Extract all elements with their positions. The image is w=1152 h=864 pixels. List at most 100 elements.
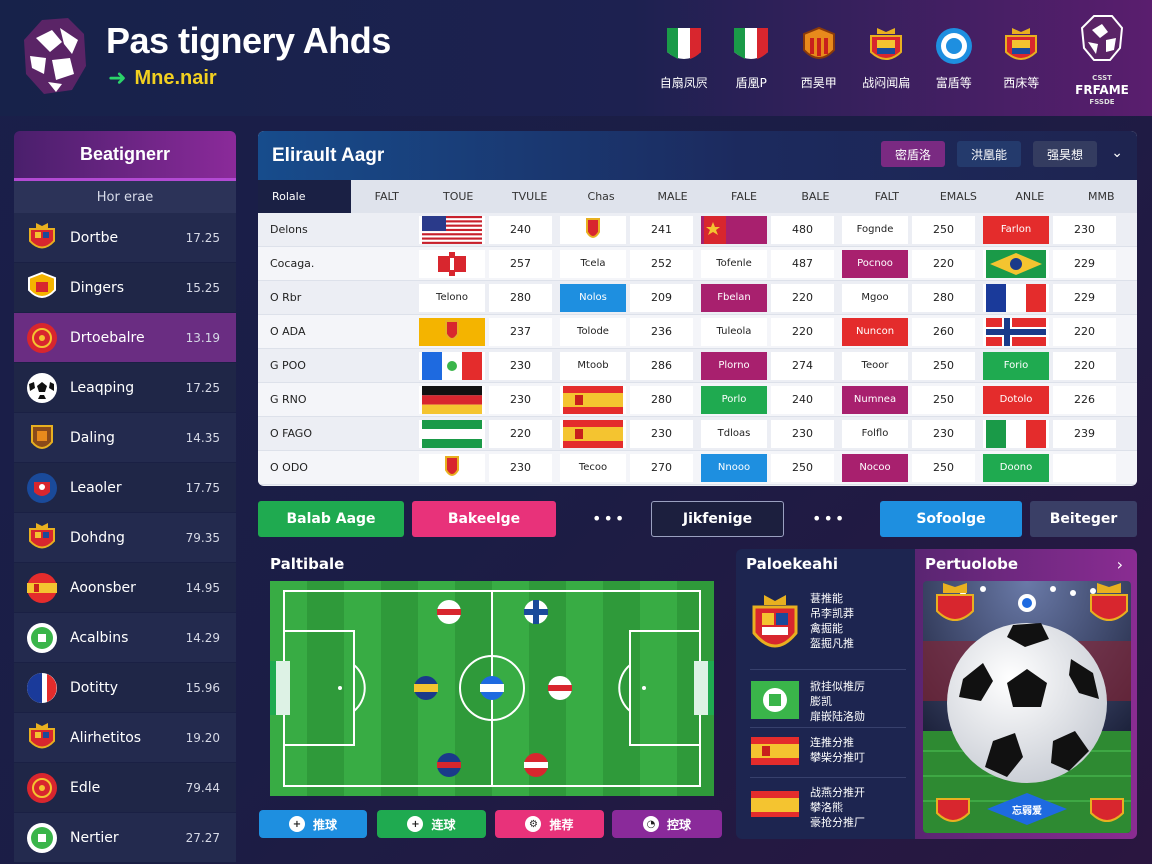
- cell-value[interactable]: 274: [771, 351, 834, 380]
- sidebar-item[interactable]: Acalbins 14.29: [14, 613, 236, 663]
- team-cell[interactable]: Tecoo: [560, 453, 626, 482]
- action-button-green[interactable]: Balab Aage: [258, 501, 404, 537]
- table-row[interactable]: O ADA 237 Tolode 236 Tuleola 220 Nuncon 260 220: [258, 315, 1137, 349]
- header-team[interactable]: 战闷闻扁: [853, 26, 921, 91]
- football-pitch[interactable]: [270, 581, 714, 796]
- panel-tab[interactable]: 洪凰能: [956, 141, 1021, 167]
- cell-value[interactable]: 240: [771, 385, 834, 414]
- cell-value[interactable]: 250: [912, 215, 975, 244]
- quick-button[interactable]: + 连球: [377, 810, 486, 838]
- team-cell[interactable]: Tofenle: [701, 249, 767, 278]
- table-row[interactable]: Delons 240 241 480 Fognde 250 Farlon 230: [258, 213, 1137, 247]
- action-button-blue[interactable]: Sofoolge: [880, 501, 1022, 537]
- cell-value[interactable]: 239: [1053, 419, 1116, 448]
- column-header[interactable]: TVULE: [511, 190, 548, 203]
- cell-value[interactable]: 226: [1053, 385, 1116, 414]
- team-cell[interactable]: Nocoo: [842, 453, 908, 482]
- table-row[interactable]: O Rbr Telono 280 Nolos 209 Fbelan 220 Mgoo 280 22…: [258, 281, 1137, 315]
- team-cell[interactable]: Mtoob: [560, 351, 626, 380]
- table-row[interactable]: O ODO 230 Tecoo 270 Nnooo 250 Nocoo 250 Doono: [258, 451, 1137, 485]
- action-button-pink[interactable]: Bakeelge: [412, 501, 556, 537]
- table-row[interactable]: O FAGO 220 230 Tdloas 230 Folflo 230 239: [258, 417, 1137, 451]
- cell-value[interactable]: 257: [489, 249, 552, 278]
- team-cell[interactable]: Porlo: [701, 385, 767, 414]
- team-cell[interactable]: Forio: [983, 351, 1049, 380]
- cell-value[interactable]: 240: [489, 215, 552, 244]
- cell-value[interactable]: 230: [1053, 215, 1116, 244]
- team-cell[interactable]: Nolos: [560, 283, 626, 312]
- column-header[interactable]: TOUE: [442, 190, 474, 203]
- cell-value[interactable]: 487: [771, 249, 834, 278]
- action-button-grey[interactable]: Beiteger: [1030, 501, 1137, 537]
- team-cell[interactable]: Telono: [419, 283, 485, 312]
- column-header[interactable]: MMB: [1087, 190, 1115, 203]
- header-team[interactable]: 自扇凤屄: [650, 26, 718, 91]
- cell-value[interactable]: 220: [771, 317, 834, 346]
- cell-value[interactable]: 229: [1053, 249, 1116, 278]
- cell-value[interactable]: 252: [630, 249, 693, 278]
- cell-value[interactable]: 230: [489, 351, 552, 380]
- sidebar-item[interactable]: Nertier 27.27: [14, 813, 236, 863]
- cell-value[interactable]: 280: [489, 283, 552, 312]
- sidebar-item[interactable]: Dohdng 79.35: [14, 513, 236, 563]
- league-logo-icon[interactable]: [1080, 14, 1124, 64]
- header-team[interactable]: 西昊甲: [785, 26, 853, 91]
- cell-value[interactable]: 250: [912, 351, 975, 380]
- column-header[interactable]: ANLE: [1015, 190, 1045, 203]
- sidebar-item[interactable]: Dotitty 15.96: [14, 663, 236, 713]
- sidebar-item[interactable]: Aoonsber 14.95: [14, 563, 236, 613]
- team-cell[interactable]: Teoor: [842, 351, 908, 380]
- cell-value[interactable]: 209: [630, 283, 693, 312]
- featured-image[interactable]: 忘弱爱: [923, 581, 1131, 833]
- team-cell[interactable]: Dotolo: [983, 385, 1049, 414]
- table-row[interactable]: G POO 230 Mtoob 286 Plorno 274 Teoor 250 Forio 22…: [258, 349, 1137, 383]
- team-cell[interactable]: Pocnoo: [842, 249, 908, 278]
- team-cell[interactable]: Tolode: [560, 317, 626, 346]
- header-team[interactable]: 西床等: [988, 26, 1056, 91]
- cell-value[interactable]: 230: [630, 419, 693, 448]
- cell-value[interactable]: 286: [630, 351, 693, 380]
- cell-value[interactable]: 280: [912, 283, 975, 312]
- column-header[interactable]: MALE: [657, 190, 688, 203]
- team-cell[interactable]: Nuncon: [842, 317, 908, 346]
- column-header[interactable]: FALT: [374, 190, 399, 203]
- sidebar-item[interactable]: Leaqping 17.25: [14, 363, 236, 413]
- team-cell[interactable]: Tuleola: [701, 317, 767, 346]
- cell-value[interactable]: [1053, 453, 1116, 482]
- cell-value[interactable]: 220: [1053, 351, 1116, 380]
- cell-value[interactable]: 230: [489, 453, 552, 482]
- news-item[interactable]: 战燕分推开 攀洛熊 豪抢分推厂: [750, 785, 865, 830]
- cell-value[interactable]: 229: [1053, 283, 1116, 312]
- column-header[interactable]: Chas: [587, 190, 615, 203]
- table-row[interactable]: G RNO 230 280 Porlo 240 Numnea 250 Dotolo 226: [258, 383, 1137, 417]
- column-header[interactable]: BALE: [801, 190, 830, 203]
- app-logo-icon[interactable]: [22, 16, 88, 96]
- quick-button[interactable]: + 推球: [259, 810, 367, 838]
- cell-value[interactable]: 220: [771, 283, 834, 312]
- news-item[interactable]: 葚推能 吊李凯莽 禽掘能 盔掘凡推: [750, 591, 854, 661]
- column-header[interactable]: EMALS: [939, 190, 977, 203]
- cell-value[interactable]: 260: [912, 317, 975, 346]
- sidebar-item[interactable]: Drtoebalre 13.19: [14, 313, 236, 363]
- team-cell[interactable]: Farlon: [983, 215, 1049, 244]
- header-team[interactable]: 盾凰P: [718, 26, 786, 91]
- cell-value[interactable]: 230: [489, 385, 552, 414]
- cell-value[interactable]: 220: [912, 249, 975, 278]
- team-cell[interactable]: Fognde: [842, 215, 908, 244]
- panel-tab[interactable]: 密盾洛: [880, 141, 945, 167]
- cell-value[interactable]: 270: [630, 453, 693, 482]
- cell-value[interactable]: 250: [912, 385, 975, 414]
- cell-value[interactable]: 220: [489, 419, 552, 448]
- cell-value[interactable]: 241: [630, 215, 693, 244]
- cell-value[interactable]: 250: [771, 453, 834, 482]
- action-button-outline[interactable]: Jikfenige: [651, 501, 784, 537]
- team-cell[interactable]: Fbelan: [701, 283, 767, 312]
- cell-value[interactable]: 236: [630, 317, 693, 346]
- quick-button[interactable]: ◔ 控球: [612, 810, 722, 838]
- news-item[interactable]: 连推分推 攀柴分推叮: [750, 735, 865, 767]
- chevron-right-icon[interactable]: ›: [1116, 555, 1123, 574]
- team-cell[interactable]: Mgoo: [842, 283, 908, 312]
- cell-value[interactable]: 280: [630, 385, 693, 414]
- team-cell[interactable]: Plorno: [701, 351, 767, 380]
- sidebar-item[interactable]: Alirhetitos 19.20: [14, 713, 236, 763]
